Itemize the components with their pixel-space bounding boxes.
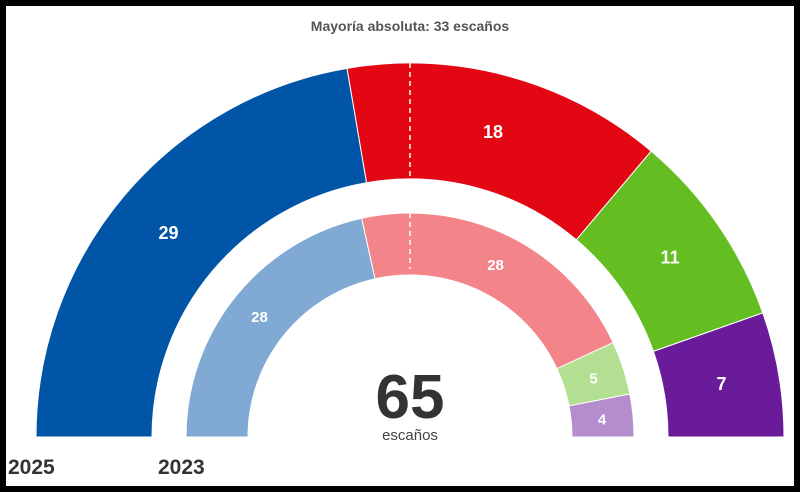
seat-label-2023-0: 28 (251, 309, 268, 326)
seat-label-2025-0: 29 (158, 223, 178, 243)
seat-segment-2023-3 (568, 393, 635, 438)
total-label: escaños (382, 427, 438, 444)
ring-label-2023: 2023 (158, 456, 205, 479)
seat-label-2025-3: 7 (716, 374, 726, 394)
seat-label-2025-2: 11 (661, 247, 680, 267)
total-seats: 65 (376, 363, 445, 432)
seat-label-2023-1: 28 (487, 257, 504, 274)
ring-label-2025: 2025 (8, 456, 55, 479)
chart-title: Mayoría absoluta: 33 escaños (311, 18, 510, 34)
seat-label-2023-2: 5 (589, 370, 597, 387)
seat-segment-2025-0 (35, 67, 368, 438)
chart-frame: Mayoría absoluta: 33 escaños 29 18 11 7 28 28… (6, 6, 794, 486)
seat-label-2023-3: 4 (598, 411, 607, 428)
seat-segment-2025-3 (652, 312, 785, 438)
hemicycle-chart: Mayoría absoluta: 33 escaños 29 18 11 7 28 28… (8, 18, 785, 479)
seat-label-2025-1: 18 (483, 122, 503, 142)
